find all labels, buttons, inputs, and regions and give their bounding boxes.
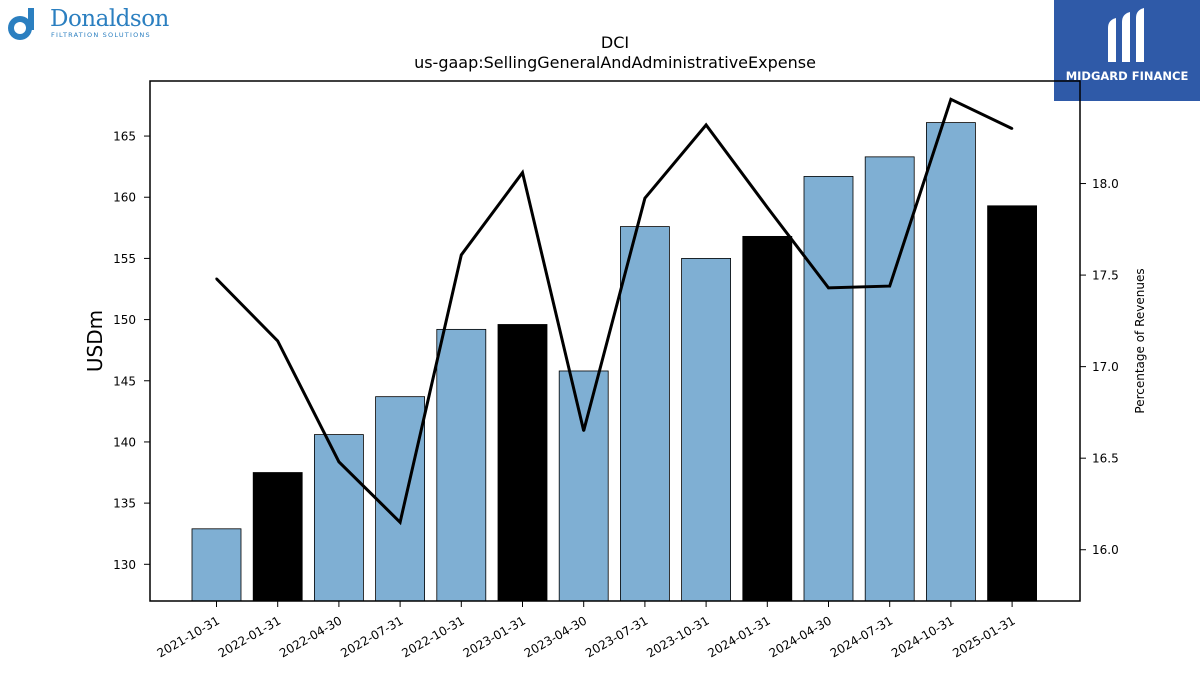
y-tick-label: 135 — [113, 497, 136, 511]
bar-2022-07-31 — [375, 396, 426, 602]
y-tick-label: 160 — [113, 191, 136, 205]
chart-subtitle: us-gaap:SellingGeneralAndAdministrativeE… — [414, 53, 816, 72]
y2-tick-label: 18.0 — [1092, 177, 1119, 191]
y-tick-label: 130 — [113, 558, 136, 572]
midgard-logo: MIDGARD FINANCE — [1054, 0, 1200, 101]
line-point-2023-04-30 — [582, 429, 585, 432]
x-tick-label: 2022-04-30 — [277, 613, 344, 660]
bar-2022-10-31 — [436, 328, 487, 602]
x-tick-label: 2022-01-31 — [216, 613, 283, 660]
line-point-2024-07-31 — [888, 284, 891, 288]
line-point-2024-04-30 — [827, 286, 830, 290]
bar-2023-01-31 — [497, 324, 548, 602]
plot-frame — [149, 80, 1081, 602]
line-point-2021-10-31 — [215, 277, 218, 280]
bar-2025-01-31 — [987, 205, 1037, 602]
x-tick-label: 2023-07-31 — [583, 613, 650, 660]
y-tick-label: 145 — [113, 374, 136, 388]
x-tick-label: 2023-01-31 — [461, 613, 528, 660]
line-point-2022-10-31 — [460, 253, 463, 257]
x-tick-label: 2025-01-31 — [950, 613, 1017, 660]
chart-title: DCI — [601, 33, 629, 52]
line-point-2023-10-31 — [704, 123, 708, 127]
y2-tick-label: 16.5 — [1092, 452, 1119, 466]
line-point-2022-04-30 — [337, 460, 341, 464]
y-tick-label: 140 — [113, 435, 136, 449]
y-tick-label: 150 — [113, 313, 136, 327]
x-tick-label: 2024-07-31 — [828, 613, 895, 660]
bar-2024-01-31 — [742, 235, 793, 602]
y2-tick-label: 17.0 — [1092, 360, 1119, 374]
line-point-2024-01-31 — [766, 206, 769, 209]
line-point-2023-07-31 — [643, 196, 647, 200]
x-tick-label: 2023-04-30 — [522, 613, 589, 660]
y2-tick-label: 16.0 — [1092, 543, 1119, 557]
x-tick-label: 2024-04-30 — [767, 613, 834, 660]
donaldson-tagline: FILTRATION SOLUTIONS — [51, 31, 151, 39]
bar-2023-10-31 — [681, 258, 731, 602]
bar-2023-04-30 — [558, 370, 609, 602]
line-point-2022-01-31 — [276, 339, 279, 343]
midgard-emblem-icon — [1108, 8, 1144, 62]
donaldson-logo: Donaldson FILTRATION SOLUTIONS — [4, 4, 184, 46]
x-tick-label: 2022-07-31 — [338, 613, 405, 660]
x-tick-label: 2024-10-31 — [889, 613, 956, 660]
x-tick-label: 2023-10-31 — [644, 613, 711, 660]
line-point-2022-07-31 — [398, 521, 402, 524]
bar-2023-07-31 — [620, 226, 670, 602]
revenue-percentage-line — [215, 97, 1013, 526]
line-point-2023-01-31 — [521, 171, 524, 174]
bar-2022-01-31 — [252, 472, 303, 602]
line-point-2025-01-31 — [1010, 127, 1014, 130]
y-tick-label: 165 — [113, 130, 136, 144]
bar-2021-10-31 — [191, 528, 242, 602]
bar-2024-07-31 — [864, 156, 915, 602]
x-tick-label: 2024-01-31 — [705, 613, 772, 660]
x-tick-label: 2021-10-31 — [155, 613, 222, 660]
line-point-2024-10-31 — [949, 98, 953, 101]
bar-2024-10-31 — [926, 122, 976, 602]
donaldson-brand: Donaldson — [50, 6, 169, 32]
y-axis-label: USDm — [83, 310, 107, 372]
y2-axis-label: Percentage of Revenues — [1133, 268, 1147, 413]
x-tick-label: 2022-10-31 — [399, 613, 466, 660]
bar-2024-04-30 — [803, 176, 854, 602]
y2-tick-label: 17.5 — [1092, 269, 1119, 283]
y-tick-label: 155 — [113, 252, 136, 266]
midgard-brand: MIDGARD FINANCE — [1065, 69, 1189, 83]
donaldson-emblem-icon — [8, 8, 34, 40]
